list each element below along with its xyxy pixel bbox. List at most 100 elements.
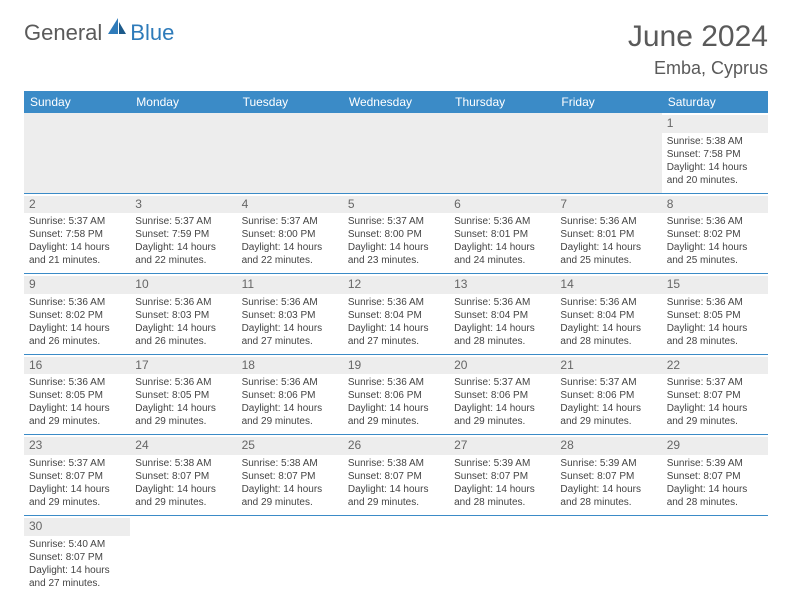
sunset-text: Sunset: 8:00 PM — [348, 228, 444, 241]
calendar-cell: 19Sunrise: 5:36 AMSunset: 8:06 PMDayligh… — [343, 354, 449, 435]
sunrise-text: Sunrise: 5:39 AM — [454, 457, 550, 470]
sunset-text: Sunset: 8:01 PM — [454, 228, 550, 241]
sunset-text: Sunset: 8:07 PM — [560, 470, 656, 483]
calendar-cell: 16Sunrise: 5:36 AMSunset: 8:05 PMDayligh… — [24, 354, 130, 435]
logo-text-blue: Blue — [130, 20, 174, 46]
daylight-text: Daylight: 14 hours and 29 minutes. — [348, 483, 444, 509]
col-sunday: Sunday — [24, 91, 130, 113]
day-number: 24 — [130, 437, 236, 455]
calendar-cell — [343, 113, 449, 193]
daylight-text: Daylight: 14 hours and 29 minutes. — [242, 402, 338, 428]
calendar-cell — [237, 515, 343, 595]
sunset-text: Sunset: 8:07 PM — [29, 470, 125, 483]
calendar-cell: 22Sunrise: 5:37 AMSunset: 8:07 PMDayligh… — [662, 354, 768, 435]
day-number: 15 — [662, 276, 768, 294]
calendar-cell: 6Sunrise: 5:36 AMSunset: 8:01 PMDaylight… — [449, 193, 555, 274]
day-number: 19 — [343, 357, 449, 375]
day-number: 23 — [24, 437, 130, 455]
sunrise-text: Sunrise: 5:38 AM — [135, 457, 231, 470]
calendar-cell: 15 Sunrise: 5:36 AMSunset: 8:05 PMDayligh… — [662, 274, 768, 355]
calendar-cell: 3Sunrise: 5:37 AMSunset: 7:59 PMDaylight… — [130, 193, 236, 274]
col-wednesday: Wednesday — [343, 91, 449, 113]
title-block: June 2024 Emba, Cyprus — [628, 20, 768, 79]
calendar-cell: 21Sunrise: 5:37 AMSunset: 8:06 PMDayligh… — [555, 354, 661, 435]
daylight-text: Daylight: 14 hours and 28 minutes. — [454, 483, 550, 509]
sunset-text: Sunset: 8:04 PM — [454, 309, 550, 322]
calendar-cell: 4Sunrise: 5:37 AMSunset: 8:00 PMDaylight… — [237, 193, 343, 274]
daylight-text: Daylight: 14 hours and 21 minutes. — [29, 241, 125, 267]
day-number: 26 — [343, 437, 449, 455]
sunrise-text: Sunrise: 5:36 AM — [348, 296, 444, 309]
sunset-text: Sunset: 8:06 PM — [560, 389, 656, 402]
daylight-text: Daylight: 14 hours and 26 minutes. — [135, 322, 231, 348]
day-number: 13 — [449, 276, 555, 294]
daylight-text: Daylight: 14 hours and 22 minutes. — [242, 241, 338, 267]
calendar-cell: 27Sunrise: 5:39 AMSunset: 8:07 PMDayligh… — [449, 435, 555, 516]
sunrise-text: Sunrise: 5:36 AM — [667, 296, 763, 309]
calendar-cell: 28Sunrise: 5:39 AMSunset: 8:07 PMDayligh… — [555, 435, 661, 516]
logo: General Blue — [24, 20, 174, 46]
day-number: 1 — [662, 115, 768, 133]
sunrise-text: Sunrise: 5:37 AM — [667, 376, 763, 389]
sunset-text: Sunset: 8:02 PM — [29, 309, 125, 322]
calendar-cell: 12Sunrise: 5:36 AMSunset: 8:04 PMDayligh… — [343, 274, 449, 355]
calendar-cell — [237, 113, 343, 193]
location: Emba, Cyprus — [628, 58, 768, 79]
daylight-text: Daylight: 14 hours and 25 minutes. — [667, 241, 763, 267]
calendar-cell: 24 Sunrise: 5:38 AMSunset: 8:07 PMDayligh… — [130, 435, 236, 516]
sail-icon — [106, 16, 128, 41]
sunset-text: Sunset: 8:06 PM — [348, 389, 444, 402]
daylight-text: Daylight: 14 hours and 22 minutes. — [135, 241, 231, 267]
col-tuesday: Tuesday — [237, 91, 343, 113]
sunset-text: Sunset: 8:05 PM — [29, 389, 125, 402]
sunrise-text: Sunrise: 5:36 AM — [667, 215, 763, 228]
calendar-cell: 2Sunrise: 5:37 AMSunset: 7:58 PMDaylight… — [24, 193, 130, 274]
calendar-cell: 1Sunrise: 5:38 AMSunset: 7:58 PMDaylight… — [662, 113, 768, 193]
sunrise-text: Sunrise: 5:39 AM — [667, 457, 763, 470]
header-row: Sunday Monday Tuesday Wednesday Thursday… — [24, 91, 768, 113]
sunrise-text: Sunrise: 5:36 AM — [29, 296, 125, 309]
sunrise-text: Sunrise: 5:40 AM — [29, 538, 125, 551]
sunset-text: Sunset: 7:58 PM — [667, 148, 763, 161]
sunset-text: Sunset: 8:04 PM — [348, 309, 444, 322]
day-number: 7 — [555, 196, 661, 214]
sunrise-text: Sunrise: 5:36 AM — [135, 296, 231, 309]
daylight-text: Daylight: 14 hours and 29 minutes. — [348, 402, 444, 428]
day-number: 28 — [555, 437, 661, 455]
day-number: 12 — [343, 276, 449, 294]
sunset-text: Sunset: 8:05 PM — [667, 309, 763, 322]
calendar-cell — [343, 515, 449, 595]
daylight-text: Daylight: 14 hours and 20 minutes. — [667, 161, 763, 187]
day-number: 18 — [237, 357, 343, 375]
sunrise-text: Sunrise: 5:36 AM — [242, 296, 338, 309]
calendar-table: Sunday Monday Tuesday Wednesday Thursday… — [24, 91, 768, 596]
sunset-text: Sunset: 8:05 PM — [135, 389, 231, 402]
calendar-cell: 23Sunrise: 5:37 AMSunset: 8:07 PMDayligh… — [24, 435, 130, 516]
day-number: 4 — [237, 196, 343, 214]
calendar-row: 30Sunrise: 5:40 AMSunset: 8:07 PMDayligh… — [24, 515, 768, 595]
calendar-cell: 14Sunrise: 5:36 AMSunset: 8:04 PMDayligh… — [555, 274, 661, 355]
daylight-text: Daylight: 14 hours and 28 minutes. — [560, 483, 656, 509]
calendar-cell: 26Sunrise: 5:38 AMSunset: 8:07 PMDayligh… — [343, 435, 449, 516]
daylight-text: Daylight: 14 hours and 29 minutes. — [135, 483, 231, 509]
calendar-cell: 29Sunrise: 5:39 AMSunset: 8:07 PMDayligh… — [662, 435, 768, 516]
sunset-text: Sunset: 8:06 PM — [454, 389, 550, 402]
daylight-text: Daylight: 14 hours and 29 minutes. — [242, 483, 338, 509]
daylight-text: Daylight: 14 hours and 28 minutes. — [667, 483, 763, 509]
daylight-text: Daylight: 14 hours and 29 minutes. — [29, 483, 125, 509]
col-monday: Monday — [130, 91, 236, 113]
sunset-text: Sunset: 8:07 PM — [135, 470, 231, 483]
calendar-cell: 17Sunrise: 5:36 AMSunset: 8:05 PMDayligh… — [130, 354, 236, 435]
daylight-text: Daylight: 14 hours and 28 minutes. — [667, 322, 763, 348]
calendar-cell — [130, 515, 236, 595]
sunset-text: Sunset: 8:07 PM — [667, 389, 763, 402]
calendar-cell — [555, 515, 661, 595]
calendar-cell: 13Sunrise: 5:36 AMSunset: 8:04 PMDayligh… — [449, 274, 555, 355]
sunset-text: Sunset: 8:02 PM — [667, 228, 763, 241]
col-saturday: Saturday — [662, 91, 768, 113]
daylight-text: Daylight: 14 hours and 29 minutes. — [560, 402, 656, 428]
sunrise-text: Sunrise: 5:36 AM — [135, 376, 231, 389]
daylight-text: Daylight: 14 hours and 26 minutes. — [29, 322, 125, 348]
sunrise-text: Sunrise: 5:36 AM — [454, 215, 550, 228]
sunset-text: Sunset: 8:04 PM — [560, 309, 656, 322]
